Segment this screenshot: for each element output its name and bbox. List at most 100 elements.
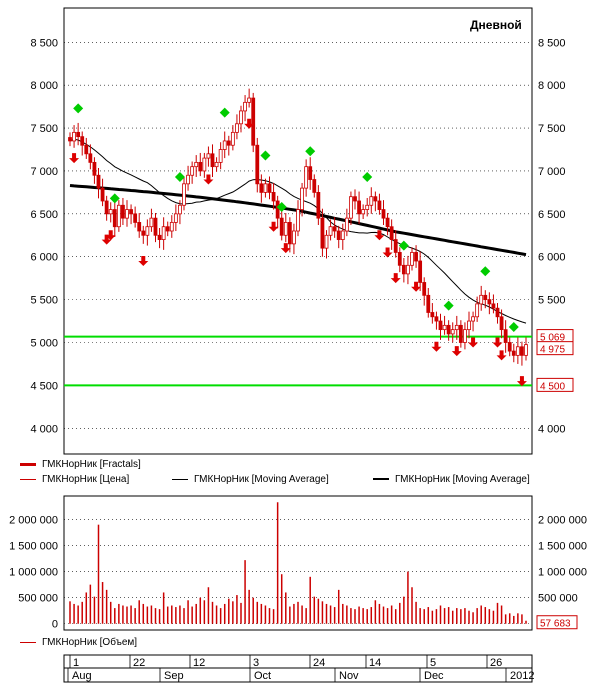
price-tick-label-right: 8 500 xyxy=(538,37,566,49)
fractal-down-marker xyxy=(496,350,507,361)
price-swatch xyxy=(20,478,36,480)
legend-ma2-label: ГМКНорНик [Moving Average] xyxy=(395,474,530,485)
candle-body xyxy=(267,183,272,193)
candle-body xyxy=(235,123,239,133)
price-tick-label-left: 8 500 xyxy=(30,37,58,49)
candle-body xyxy=(214,161,219,168)
candle-body xyxy=(430,312,435,318)
candle-body xyxy=(275,200,280,219)
price-tick-label-right: 4 000 xyxy=(538,423,566,435)
date-month-label: 2012 xyxy=(510,670,534,682)
candle-body xyxy=(507,342,512,352)
price-tick-label-right: 5 500 xyxy=(538,295,566,307)
candle-body xyxy=(479,294,484,305)
candle-body xyxy=(471,316,475,322)
fractal-down-marker xyxy=(69,153,80,164)
candle-body xyxy=(503,329,508,343)
candle-body xyxy=(287,222,292,245)
candle-body xyxy=(165,226,170,232)
candle-body xyxy=(145,226,150,236)
price-label-last-box xyxy=(536,341,574,356)
candle-body xyxy=(357,200,361,215)
candle-body xyxy=(475,303,480,318)
candle-body xyxy=(116,204,121,228)
candle-body xyxy=(88,153,93,163)
candle-body xyxy=(442,324,447,331)
candle-body xyxy=(255,144,260,185)
date-day-label: 12 xyxy=(193,657,205,669)
candle-body xyxy=(283,222,288,236)
candle-body xyxy=(222,140,227,150)
candle-body xyxy=(100,187,105,202)
candle-body xyxy=(182,183,186,206)
candle-body xyxy=(491,303,496,309)
price-tick-label-right: 6 000 xyxy=(538,252,566,264)
fractal-down-marker xyxy=(382,247,393,258)
candle-body xyxy=(251,97,256,146)
candle-body xyxy=(84,144,89,155)
price-tick-label-right: 8 000 xyxy=(538,80,566,92)
candle-body xyxy=(524,344,528,356)
date-day-label: 14 xyxy=(369,657,381,669)
candle-body xyxy=(92,161,97,176)
candle-body xyxy=(458,324,463,343)
price-tick-label-left: 5 000 xyxy=(30,338,58,350)
candle-body xyxy=(463,329,467,343)
date-day-label: 24 xyxy=(313,657,325,669)
candle-body xyxy=(243,101,247,112)
candle-body xyxy=(389,226,394,240)
date-month-label: Oct xyxy=(254,670,271,682)
date-month-label: Aug xyxy=(72,670,92,682)
candle-body xyxy=(157,234,162,240)
candle-body xyxy=(186,174,190,185)
candle-body xyxy=(353,196,357,202)
fractal-up-marker xyxy=(219,107,230,118)
candle-body xyxy=(406,264,410,275)
candle-body xyxy=(304,166,309,189)
volume-tick-label-right: 2 000 000 xyxy=(538,514,587,526)
candle-body xyxy=(104,200,109,215)
fractal-up-marker xyxy=(443,300,454,311)
fractal-up-marker xyxy=(109,193,120,204)
volume-last-label-box xyxy=(536,615,578,630)
candle-body xyxy=(96,174,101,189)
candle-body xyxy=(377,200,382,210)
candle-body xyxy=(194,161,199,168)
fractal-up-marker xyxy=(398,240,409,251)
candle-body xyxy=(361,209,366,215)
candle-body xyxy=(169,222,174,232)
candle-body xyxy=(312,179,317,193)
candle-body xyxy=(108,209,113,215)
price-tick-label-left: 6 000 xyxy=(30,252,58,264)
legend-ma2: ГМКНорНик [Moving Average] xyxy=(373,474,530,485)
legend-fractals: ГМКНорНик [Fractals] xyxy=(20,459,141,470)
candle-body xyxy=(397,252,402,266)
candle-body xyxy=(316,192,321,219)
date-day-label: 1 xyxy=(73,657,79,669)
candle-body xyxy=(141,230,146,236)
price-label-last: 4 975 xyxy=(540,345,565,356)
candle-body xyxy=(495,307,500,318)
price-tick-label-left: 7 500 xyxy=(30,123,58,135)
candle-body xyxy=(133,213,138,223)
candle-body xyxy=(381,209,386,219)
candle-body xyxy=(296,209,300,232)
price-tick-label-left: 7 000 xyxy=(30,166,58,178)
candle-body xyxy=(190,166,195,176)
candle-body xyxy=(137,222,142,232)
fractal-down-marker xyxy=(101,234,112,245)
candle-body xyxy=(446,324,451,335)
candle-body xyxy=(520,346,524,356)
candle-body xyxy=(121,204,125,219)
price-tick-label-right: 7 500 xyxy=(538,123,566,135)
fractal-up-marker xyxy=(174,171,185,182)
volume-tick-label-left: 1 500 000 xyxy=(9,541,58,553)
candle-body xyxy=(373,196,378,202)
candle-body xyxy=(259,183,264,193)
fractal-up-marker xyxy=(508,322,519,333)
date-day-label: 3 xyxy=(253,657,259,669)
candle-body xyxy=(72,131,76,142)
